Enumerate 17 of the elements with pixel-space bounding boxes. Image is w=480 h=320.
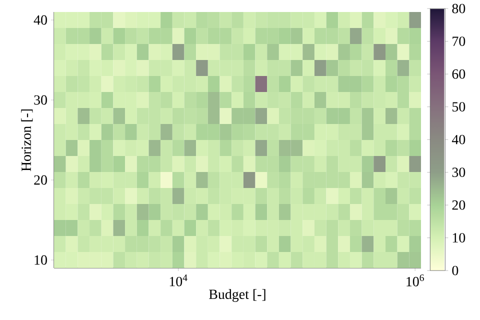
y-tick-label: 30 [34,95,47,105]
color-bar-label: 0 [452,266,458,276]
y-tick-label: 10 [34,255,47,265]
color-bar-label: 70 [452,36,466,46]
y-tick-label: 40 [34,15,47,25]
color-bar-label: 50 [452,102,466,112]
x-tick-label: 10$^{6}$ [406,274,424,286]
color-bar-label: 60 [452,69,466,79]
y-axis-title: Horizon [-] [21,109,33,172]
color-bar-label: 80 [452,4,466,14]
x-axis-title: Budget [-] [209,289,266,302]
color-bar-label: 30 [452,168,466,178]
x-tick-label: 10$^{4}$ [170,274,188,286]
color-bar-label: 40 [452,134,466,144]
color-bar-label: 10 [452,233,466,243]
y-tick-label: 20 [34,175,47,185]
color-bar-label: 20 [452,200,466,210]
